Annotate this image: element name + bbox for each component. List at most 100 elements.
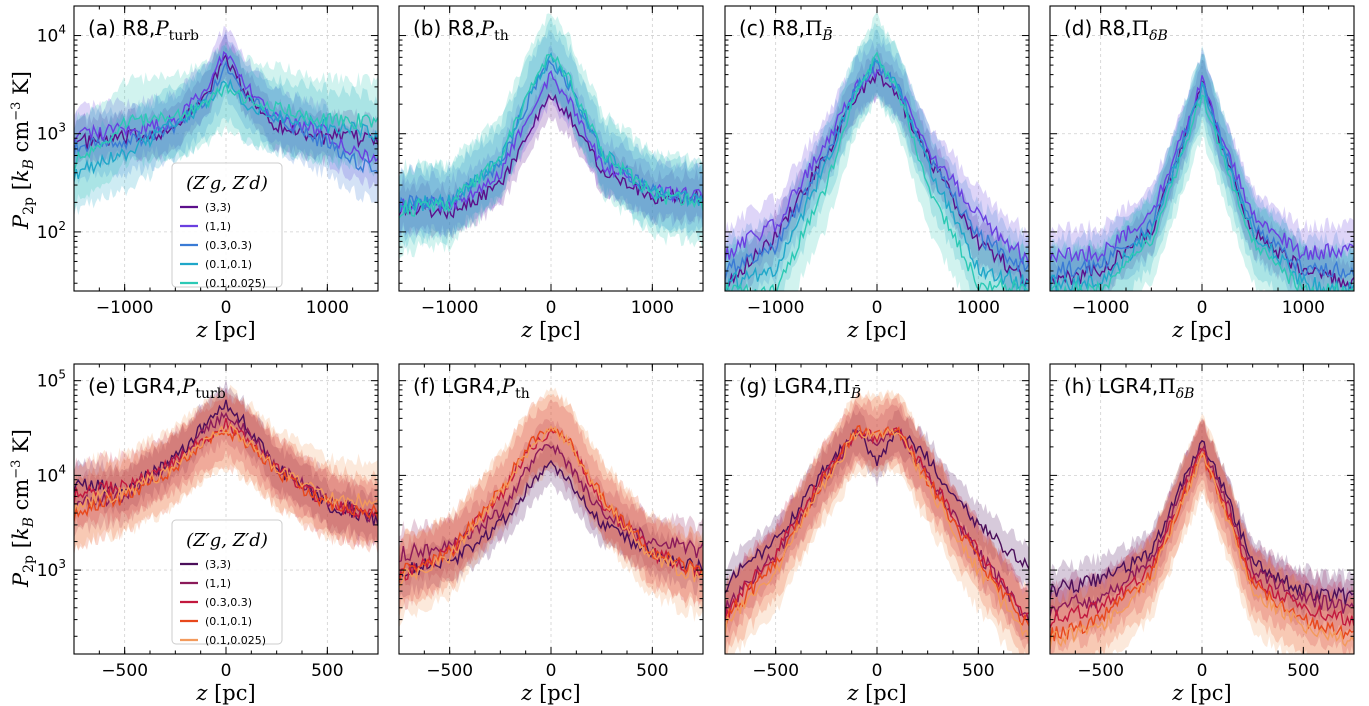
series-line	[1050, 75, 1354, 264]
series-band	[725, 22, 1029, 291]
x-axis-label: z [pc]	[520, 681, 580, 705]
series-line	[399, 443, 703, 563]
x-tick-label: 1000	[1282, 298, 1325, 318]
plot-area	[74, 379, 378, 557]
x-tick-label: 0	[1197, 661, 1208, 681]
series-band	[399, 29, 703, 243]
x-axis-label: z [pc]	[195, 681, 255, 705]
series-band	[74, 42, 378, 214]
series-line	[725, 56, 1029, 291]
plot-area	[399, 386, 703, 628]
series-line	[1050, 81, 1354, 291]
series-band	[74, 44, 378, 218]
series-band	[74, 395, 378, 557]
series-band	[725, 49, 1029, 291]
panel-title: (e) LGR4,Pturb	[88, 374, 226, 402]
x-tick-label: 0	[221, 661, 232, 681]
panel-e: −500 0 500 103 104 105 z [pc] (e) LGR4,Pturb	[37, 363, 379, 705]
panel-b: −1000 0 1000 z [pc] (b) R8,Pth	[398, 5, 704, 342]
series-line	[725, 426, 1029, 641]
panel-c: −1000 0 1000 z [pc] (c) R8,ΠB̄	[724, 5, 1030, 342]
series-line	[74, 82, 378, 173]
series-line	[1050, 452, 1354, 650]
plot-area	[725, 389, 1029, 654]
series-line	[399, 53, 703, 219]
x-tick-label: 0	[872, 661, 883, 681]
y-tick-label: 104	[37, 23, 66, 47]
series-band	[399, 73, 703, 240]
x-tick-label: 500	[311, 661, 343, 681]
plot-area	[1050, 413, 1354, 654]
ylabel-bottom: P2p [kB cm−3 K]	[9, 429, 37, 588]
x-tick-label: −500	[426, 661, 473, 681]
x-tick-label: 0	[872, 298, 883, 318]
series-band	[399, 17, 703, 250]
series-line	[74, 60, 378, 175]
series-line	[74, 422, 378, 513]
y-tick-label: 103	[37, 121, 66, 145]
series-band	[1050, 54, 1354, 291]
plot-area	[1050, 45, 1354, 291]
panel-d: −1000 0 1000 z [pc] (d) R8,ΠδB	[1049, 5, 1355, 342]
series-line	[399, 427, 703, 583]
legend-label: (0.1,0.1)	[205, 615, 252, 628]
series-line	[1050, 447, 1354, 629]
series-band	[74, 387, 378, 548]
x-tick-label: −1000	[96, 298, 154, 318]
x-tick-label: −500	[1077, 661, 1124, 681]
series-line	[725, 59, 1029, 280]
panel-g: −500 0 500 z [pc] (g) LGR4,ΠB̄	[724, 363, 1030, 705]
series-band	[74, 25, 378, 190]
series-line	[399, 52, 703, 215]
x-tick-label: −1000	[747, 298, 805, 318]
x-tick-label: 500	[636, 661, 668, 681]
legend-label: (0.1,0.1)	[205, 258, 252, 271]
x-tick-label: 500	[962, 661, 994, 681]
x-tick-label: 1000	[631, 298, 674, 318]
legend-label: (0.1,0.025)	[205, 277, 266, 290]
plot-area	[399, 13, 703, 260]
series-band	[74, 379, 378, 547]
series-band	[1050, 59, 1354, 291]
panel-title: (f) LGR4,Pth	[413, 374, 530, 402]
legend-label: (0.3,0.3)	[205, 596, 252, 609]
x-tick-label: −500	[101, 661, 148, 681]
panel-title: (h) LGR4,ΠδB	[1064, 374, 1194, 402]
legend-top: (Z′g, Z′d) (3,3) (1,1) (0.3,0.3) (0.1,0.1) (0…	[171, 162, 283, 290]
x-axis-label: z [pc]	[846, 681, 906, 705]
series-band	[399, 44, 703, 239]
x-tick-label: 0	[546, 661, 557, 681]
series-band	[725, 11, 1029, 291]
x-axis-label: z [pc]	[846, 318, 906, 342]
series-line	[1050, 80, 1354, 291]
series-line	[725, 65, 1029, 266]
plot-area	[74, 25, 378, 218]
panel-title: (g) LGR4,ΠB̄	[739, 374, 861, 402]
legend-box	[171, 519, 283, 645]
panel-title: (a) R8,Pturb	[88, 16, 199, 44]
x-axis-label: z [pc]	[1171, 318, 1231, 342]
x-tick-label: 0	[221, 298, 232, 318]
series-band	[399, 393, 703, 618]
x-tick-label: −1000	[1072, 298, 1130, 318]
x-axis-label: z [pc]	[195, 318, 255, 342]
y-tick-label: 103	[37, 557, 66, 581]
legend-bottom: (Z′g, Z′d) (3,3) (1,1) (0.3,0.3) (0.1,0.1) (0…	[171, 519, 283, 647]
legend-title: (Z′g, Z′d)	[186, 530, 268, 551]
x-tick-label: −1000	[421, 298, 479, 318]
series-band	[1050, 48, 1354, 289]
series-line	[725, 424, 1029, 629]
series-band	[725, 397, 1029, 652]
series-band	[725, 404, 1029, 650]
series-band	[399, 440, 703, 600]
series-line	[1050, 451, 1354, 645]
x-axis-label: z [pc]	[520, 318, 580, 342]
series-band	[399, 399, 703, 613]
x-tick-label: 1000	[306, 298, 349, 318]
series-band	[74, 384, 378, 552]
series-line	[725, 428, 1029, 594]
series-band	[399, 13, 703, 260]
legend-label: (3,3)	[205, 558, 231, 571]
series-band	[1050, 418, 1354, 654]
